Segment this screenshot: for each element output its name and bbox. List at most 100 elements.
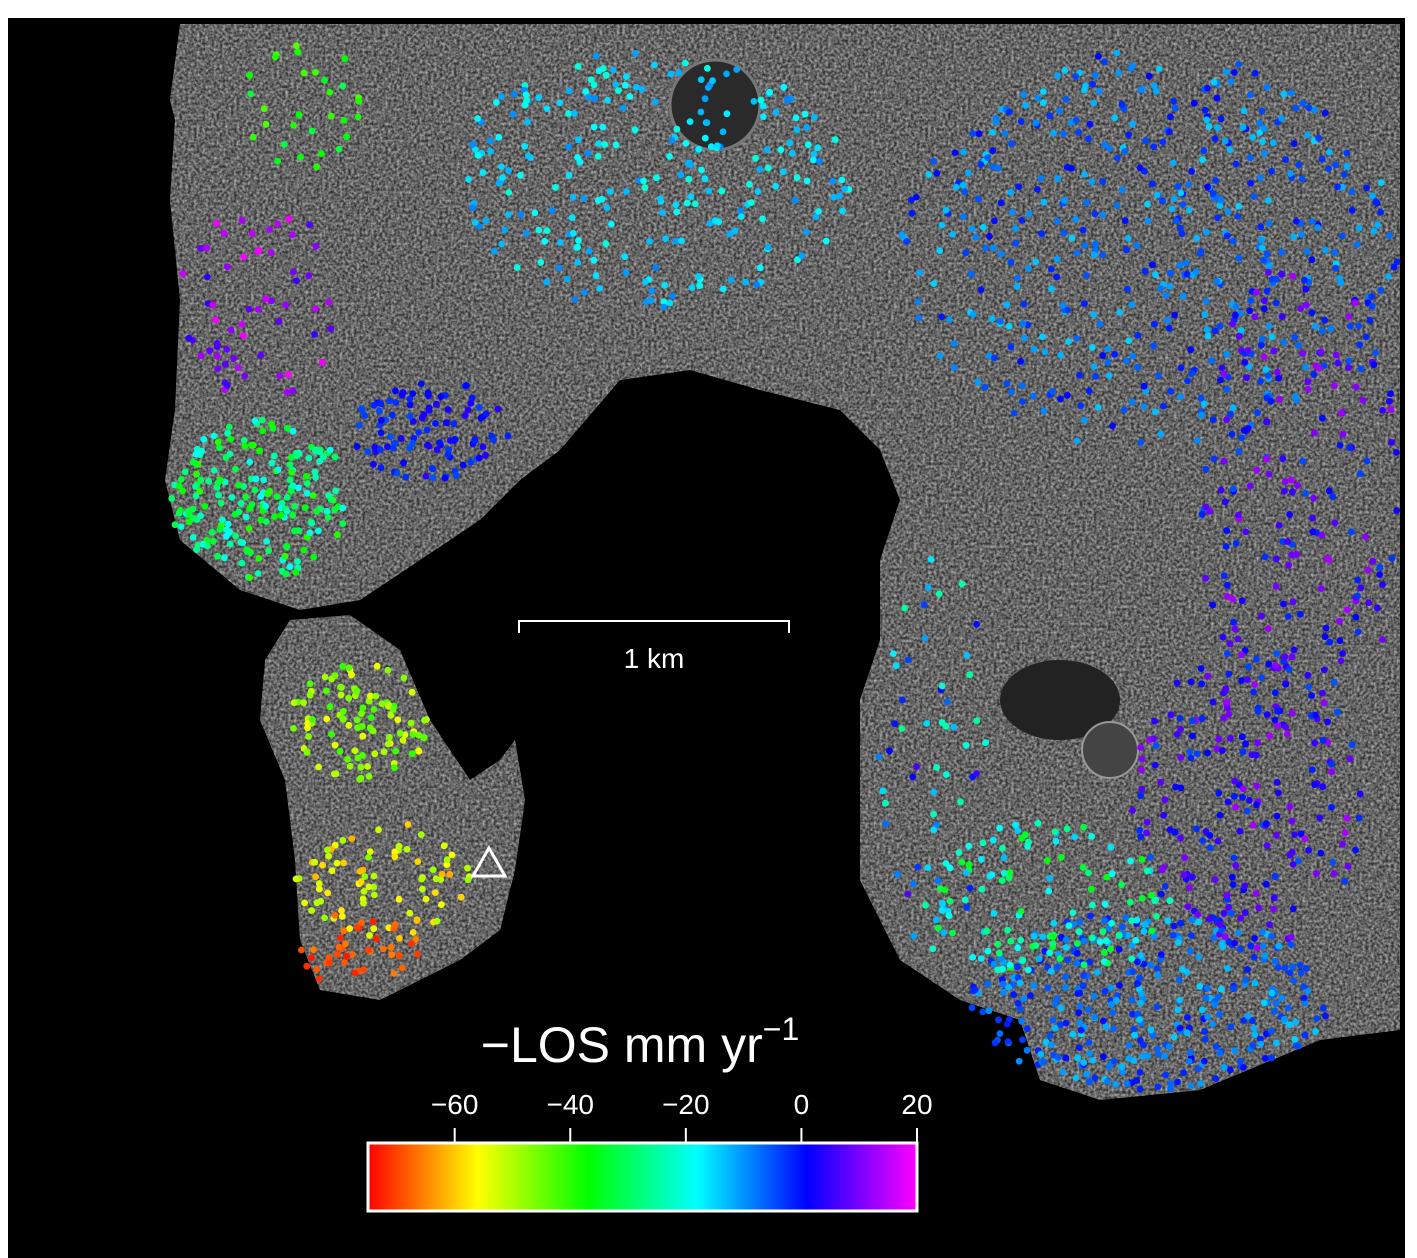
velocity-point <box>1303 302 1310 309</box>
velocity-point <box>1271 894 1278 901</box>
velocity-point <box>570 194 577 201</box>
velocity-point <box>495 134 502 141</box>
velocity-point <box>1218 197 1225 204</box>
velocity-point <box>1164 317 1171 324</box>
velocity-point <box>276 372 283 379</box>
velocity-point <box>1177 225 1184 232</box>
velocity-point <box>1022 831 1029 838</box>
velocity-point <box>532 210 539 217</box>
velocity-point <box>304 724 311 731</box>
velocity-point <box>1257 378 1264 385</box>
velocity-point <box>336 944 343 951</box>
velocity-point <box>373 935 380 942</box>
velocity-point <box>1004 1021 1011 1028</box>
velocity-point <box>1238 435 1245 442</box>
velocity-point <box>384 443 391 450</box>
velocity-point <box>1126 1055 1133 1062</box>
velocity-point <box>1289 818 1296 825</box>
velocity-point <box>1266 220 1273 227</box>
velocity-point <box>1164 917 1171 924</box>
velocity-point <box>288 469 295 476</box>
velocity-point <box>462 412 469 419</box>
velocity-point <box>289 387 296 394</box>
velocity-point <box>1304 132 1311 139</box>
crater <box>1082 722 1138 778</box>
velocity-point <box>1188 679 1195 686</box>
velocity-point <box>1022 102 1029 109</box>
velocity-point <box>1254 739 1261 746</box>
velocity-point <box>1007 938 1014 945</box>
velocity-point <box>341 55 348 62</box>
velocity-point <box>316 976 323 983</box>
velocity-point <box>1308 256 1315 263</box>
velocity-point <box>701 175 708 182</box>
velocity-point <box>1374 605 1381 612</box>
velocity-point <box>1214 214 1221 221</box>
velocity-point <box>738 213 745 220</box>
velocity-point <box>1394 259 1401 266</box>
velocity-point <box>1140 1042 1147 1049</box>
velocity-point <box>1204 1014 1211 1021</box>
velocity-point <box>1279 313 1286 320</box>
velocity-point <box>1386 232 1393 239</box>
velocity-point <box>1137 744 1144 751</box>
velocity-point <box>255 306 262 313</box>
velocity-point <box>1071 834 1078 841</box>
velocity-point <box>1241 883 1248 890</box>
velocity-point <box>1137 1069 1144 1076</box>
velocity-point <box>949 231 956 238</box>
velocity-point <box>969 225 976 232</box>
velocity-point <box>1142 268 1149 275</box>
velocity-point <box>623 269 630 276</box>
velocity-point <box>1349 207 1356 214</box>
velocity-point <box>1090 100 1097 107</box>
velocity-point <box>1222 498 1229 505</box>
velocity-point <box>1273 300 1280 307</box>
velocity-point <box>1339 841 1346 848</box>
velocity-point <box>444 451 451 458</box>
velocity-point <box>1321 317 1328 324</box>
velocity-point <box>1369 558 1376 565</box>
velocity-point <box>287 476 294 483</box>
velocity-point <box>1235 929 1242 936</box>
velocity-point <box>1193 235 1200 242</box>
velocity-point <box>1066 922 1073 929</box>
velocity-point <box>502 227 509 234</box>
velocity-point <box>1357 791 1364 798</box>
velocity-point <box>1309 218 1316 225</box>
velocity-point <box>1308 692 1315 699</box>
velocity-point <box>1204 749 1211 756</box>
velocity-point <box>1253 289 1260 296</box>
velocity-point <box>805 141 812 148</box>
velocity-point <box>346 664 353 671</box>
velocity-point <box>803 229 810 236</box>
velocity-point <box>360 966 367 973</box>
velocity-point <box>1006 323 1013 330</box>
velocity-point <box>1344 163 1351 170</box>
velocity-point <box>810 157 817 164</box>
velocity-point <box>185 508 192 515</box>
velocity-point <box>556 265 563 272</box>
velocity-point <box>1143 829 1150 836</box>
velocity-point <box>544 105 551 112</box>
velocity-point <box>1209 1021 1216 1028</box>
velocity-point <box>271 453 278 460</box>
velocity-point <box>215 492 222 499</box>
velocity-point <box>1376 571 1383 578</box>
velocity-point <box>1287 803 1294 810</box>
velocity-point <box>1239 794 1246 801</box>
velocity-point <box>612 81 619 88</box>
velocity-point <box>1264 251 1271 258</box>
velocity-point <box>1012 822 1019 829</box>
velocity-point <box>1064 825 1071 832</box>
velocity-point <box>1219 747 1226 754</box>
velocity-point <box>339 83 346 90</box>
velocity-point <box>1252 70 1259 77</box>
velocity-point <box>1171 829 1178 836</box>
velocity-point <box>406 396 413 403</box>
velocity-point <box>1201 1028 1208 1035</box>
velocity-point <box>1269 333 1276 340</box>
velocity-point <box>1305 378 1312 385</box>
velocity-point <box>705 188 712 195</box>
velocity-point <box>1286 1021 1293 1028</box>
